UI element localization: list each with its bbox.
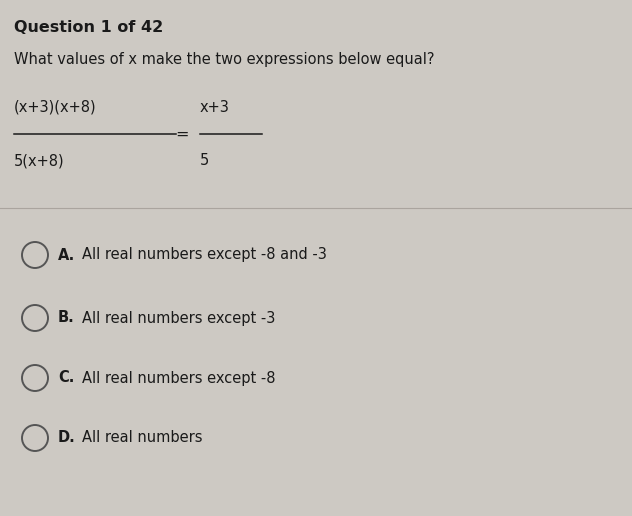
Text: A.: A. (58, 248, 75, 263)
Text: All real numbers: All real numbers (82, 430, 202, 445)
Text: 5(x+8): 5(x+8) (14, 153, 64, 168)
Text: (x+3)(x+8): (x+3)(x+8) (14, 100, 97, 115)
Text: 5: 5 (200, 153, 209, 168)
Text: =: = (175, 126, 189, 141)
Text: All real numbers except -8 and -3: All real numbers except -8 and -3 (82, 248, 327, 263)
Text: All real numbers except -8: All real numbers except -8 (82, 370, 276, 385)
Text: All real numbers except -3: All real numbers except -3 (82, 311, 276, 326)
Text: D.: D. (58, 430, 76, 445)
Text: Question 1 of 42: Question 1 of 42 (14, 20, 163, 35)
Text: What values of ​x​ make the two expressions below equal?: What values of ​x​ make the two expressi… (14, 52, 435, 67)
Text: C.: C. (58, 370, 75, 385)
Text: x+3: x+3 (200, 100, 230, 115)
Text: B.: B. (58, 311, 75, 326)
